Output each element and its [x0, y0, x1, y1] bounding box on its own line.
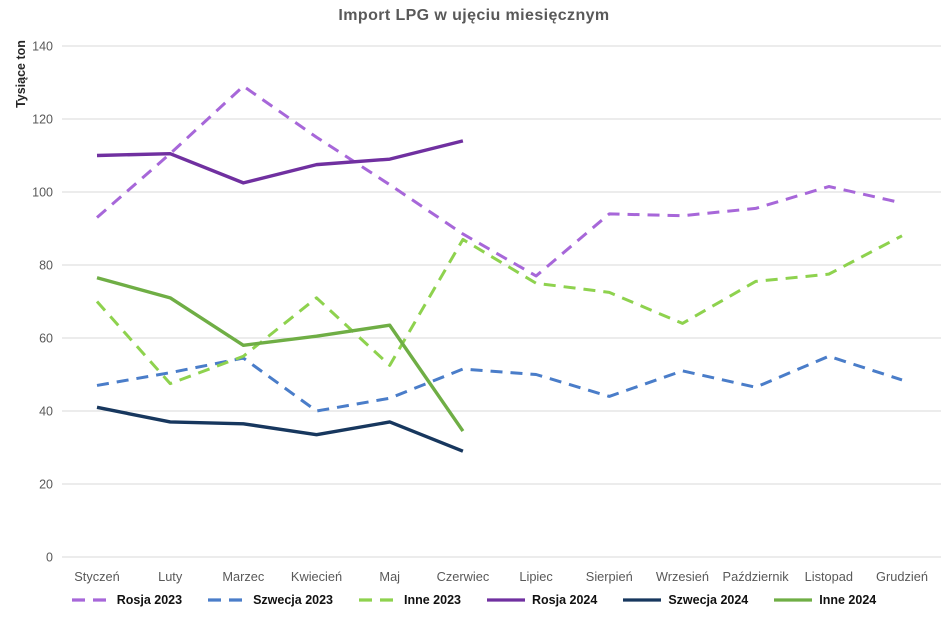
series-line-inne-2023 [95, 234, 903, 386]
y-tick-label: 20 [39, 478, 53, 492]
legend-item-rosja-2024: Rosja 2024 [487, 593, 597, 607]
x-tick-label: Maj [379, 569, 400, 584]
y-tick-label: 80 [39, 259, 53, 273]
y-tick-label: 0 [46, 551, 53, 565]
y-tick-label: 120 [32, 113, 53, 127]
series-line-szwecja-2024 [96, 405, 464, 453]
x-tick-label: Listopad [805, 569, 853, 584]
legend-line-sample [359, 598, 398, 602]
x-tick-label: Kwiecień [291, 569, 342, 584]
y-tick-label: 60 [39, 332, 53, 346]
x-tick-label: Sierpień [586, 569, 633, 584]
legend-item-rosja-2023: Rosja 2023 [71, 593, 183, 607]
legend-label: Inne 2023 [404, 593, 461, 607]
legend-line-sample [774, 598, 813, 602]
x-tick-label: Październik [723, 569, 790, 584]
x-tick-label: Luty [158, 569, 183, 584]
legend-label: Inne 2024 [819, 593, 877, 607]
legend-label: Rosja 2023 [116, 593, 183, 607]
legend-label: Szwecja 2023 [253, 593, 334, 607]
x-tick-label: Grudzień [876, 569, 928, 584]
chart-title: Import LPG w ujęciu miesięcznym [338, 7, 610, 24]
legend-line-sample [71, 598, 110, 602]
series-line-szwecja-2023 [96, 354, 903, 413]
legend-item-inne-2024: Inne 2024 [774, 593, 876, 607]
y-tick-label: 140 [32, 40, 53, 54]
legend-item-szwecja-2024: Szwecja 2024 [623, 593, 748, 607]
x-tick-label: Lipiec [519, 569, 553, 584]
legend-label: Szwecja 2024 [668, 593, 749, 607]
series-line-inne-2024 [96, 276, 465, 433]
series-line-rosja-2023 [96, 84, 903, 278]
legend: Rosja 2023 Szwecja 2023 Inne 2023 Rosja 202… [0, 593, 948, 607]
x-tick-label: Marzec [222, 569, 265, 584]
y-tick-label: 40 [39, 405, 53, 419]
legend-item-szwecja-2023: Szwecja 2023 [208, 593, 333, 607]
x-tick-label: Czerwiec [437, 569, 490, 584]
legend-line-sample [623, 598, 662, 602]
legend-label: Rosja 2024 [532, 593, 598, 607]
series-line-rosja-2024 [96, 139, 464, 185]
legend-line-sample [487, 598, 525, 602]
legend-item-inne-2023: Inne 2023 [359, 593, 461, 607]
x-tick-label: Styczeń [74, 569, 120, 584]
legend-line-sample [208, 598, 247, 602]
y-tick-label: 100 [32, 186, 53, 200]
x-tick-label: Wrzesień [656, 569, 709, 584]
